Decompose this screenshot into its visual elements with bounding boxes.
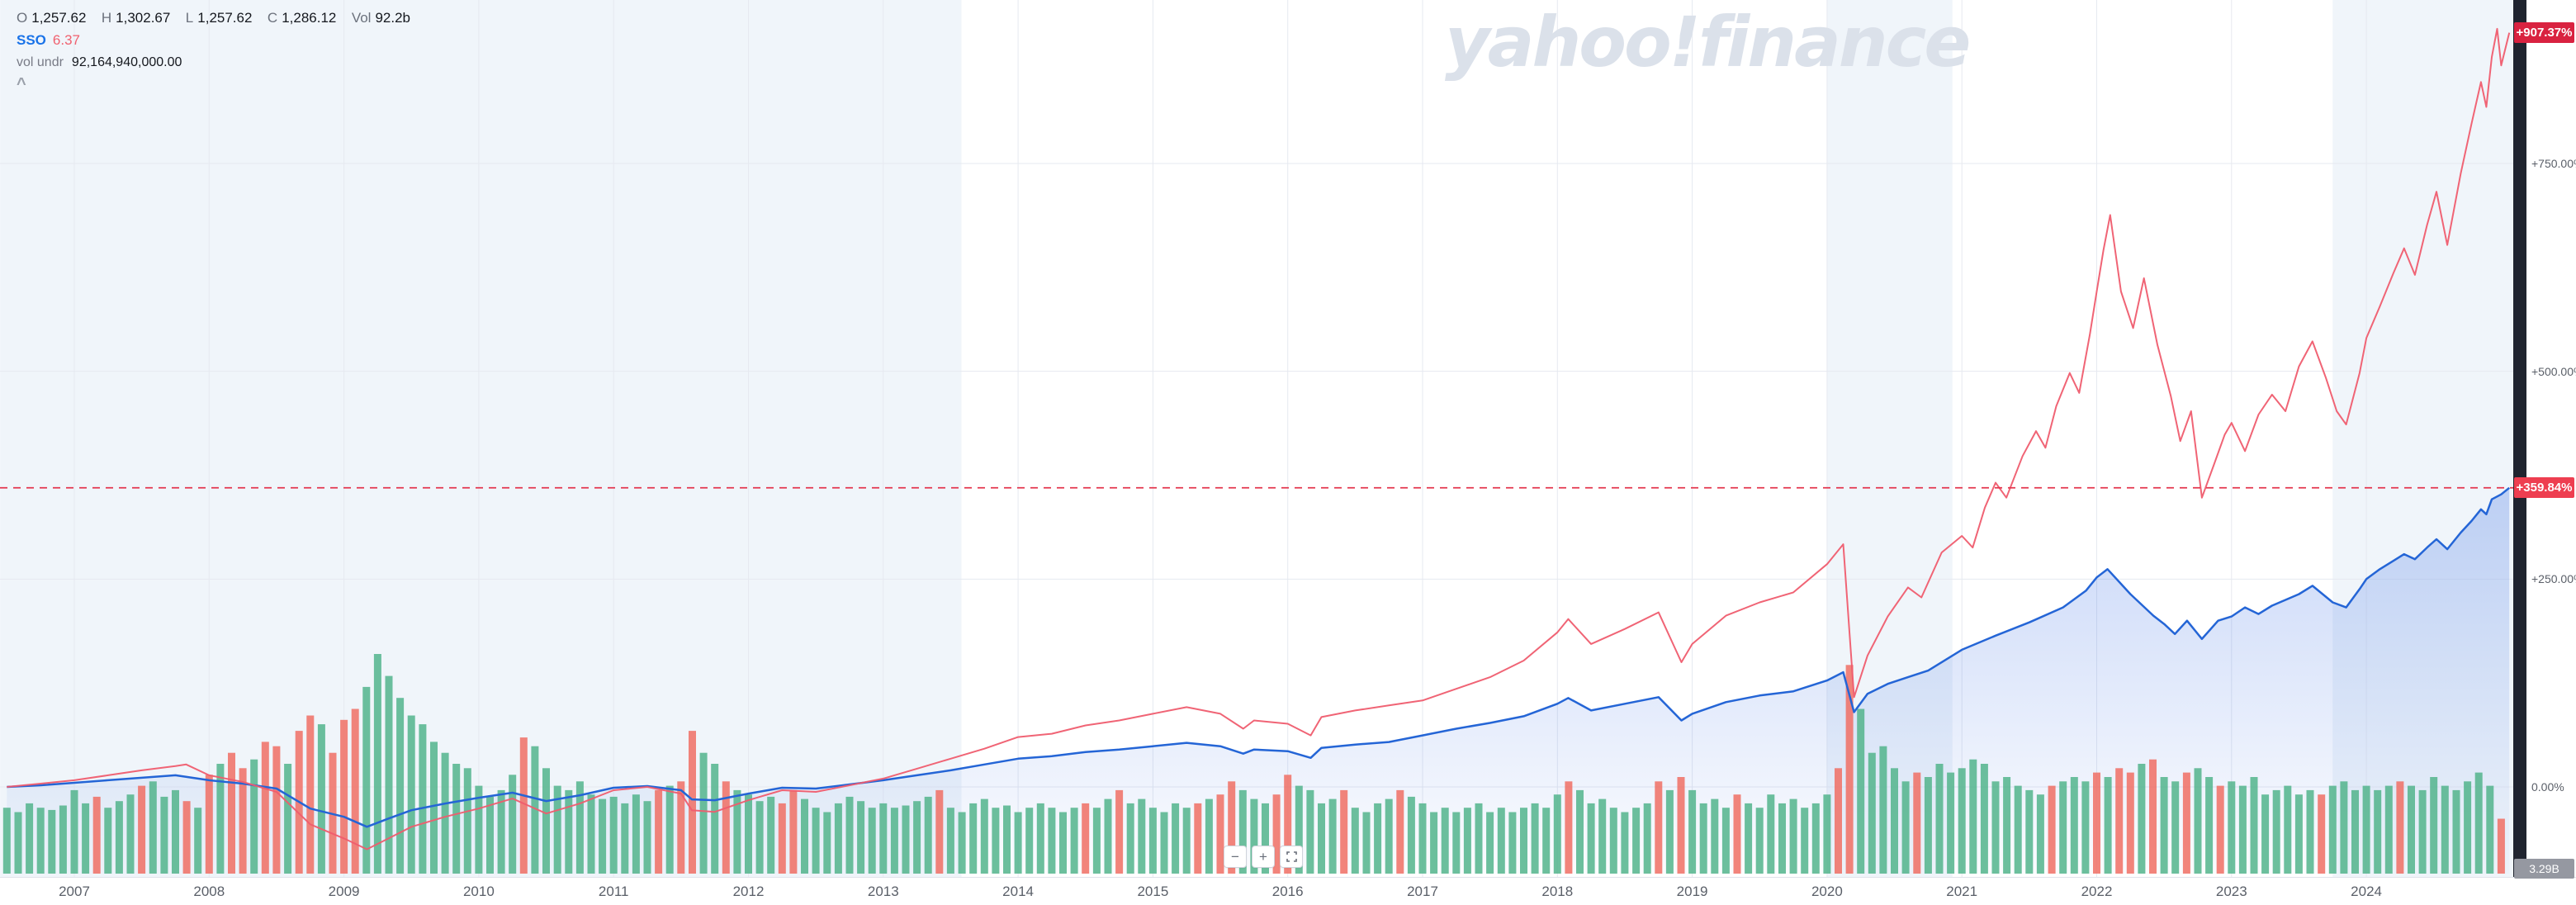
vol-under-legend-row: vol undr 92,164,940,000.00 [17,51,422,73]
low-label: L [185,10,194,26]
minus-icon: − [1231,849,1239,865]
comparison-legend-row: SSO 6.37 [17,29,422,51]
time-axis-year-label: 2017 [1407,884,1438,899]
high-value: 1,302.67 [116,10,171,26]
close-label: C [267,10,278,26]
fullscreen-icon [1286,851,1297,862]
volume-label: Vol [351,10,372,26]
zoom-out-button[interactable]: − [1224,846,1247,868]
time-axis-year-label: 2022 [2081,884,2113,899]
time-axis-year-label: 2008 [193,884,225,899]
time-axis-year-label: 2010 [462,884,495,899]
ohlc-legend-row: O 1,257.62 H 1,302.67 L 1,257.62 C 1,286.12 … [17,7,422,29]
high-label: H [101,10,112,26]
time-axis-year-label: 2016 [1271,884,1304,899]
main-last-value-badge: +359.84% [2514,476,2574,498]
price-axis-tick-label: +500.00% [2531,364,2576,378]
zoom-in-button[interactable]: + [1252,846,1275,868]
time-axis-year-label: 2023 [2215,884,2247,899]
legend-collapse-caret-icon[interactable]: ^ [17,75,26,93]
time-axis-year-label: 2013 [867,884,899,899]
volume-value: 92.2b [375,10,411,26]
sso-last-value-badge: +907.37% [2514,21,2574,43]
yahoo-finance-watermark: yahoo!finance [1445,2,1971,83]
time-axis-year-label: 2012 [732,884,765,899]
zoom-toolbar: − + [1224,846,1303,868]
time-axis-year-label: 2018 [1541,884,1574,899]
time-axis-year-label: 2024 [2351,884,2382,899]
volume-last-value-badge: 3.29B [2514,859,2574,879]
price-axis-tick-label: +750.00% [2531,156,2576,170]
time-axis-year-label: 2020 [1811,884,1843,899]
time-axis-year-label: 2009 [328,884,360,899]
time-axis-year-label: 2014 [1002,884,1034,899]
time-axis-year-label: 2019 [1676,884,1708,899]
comparison-value: 6.37 [52,32,80,48]
open-label: O [17,10,28,26]
vol-under-label: vol undr [17,55,64,69]
price-axis[interactable]: +750.00% +500.00% +250.00% 0.00% [2526,0,2576,877]
time-axis-year-label: 2021 [1946,884,1978,899]
vol-under-value: 92,164,940,000.00 [71,55,182,69]
time-axis-year-label: 2011 [598,884,629,899]
low-value: 1,257.62 [197,10,253,26]
chart-legend: O 1,257.62 H 1,302.67 L 1,257.62 C 1,286.12 … [17,7,422,96]
time-axis[interactable]: 2007 2008 2009 2010 2011 2012 2013 2014 2015 2016… [0,877,2576,905]
time-axis-year-label: 2015 [1137,884,1169,899]
fullscreen-button[interactable] [1280,846,1303,868]
price-chart-canvas[interactable] [0,0,2515,877]
plus-icon: + [1259,849,1267,865]
open-value: 1,257.62 [31,10,87,26]
scale-scrollbar-strip[interactable] [2513,0,2526,877]
close-value: 1,286.12 [282,10,337,26]
time-axis-year-label: 2007 [59,884,90,899]
price-axis-tick-label: +250.00% [2531,572,2576,586]
price-axis-tick-label: 0.00% [2531,780,2564,794]
comparison-symbol[interactable]: SSO [17,32,46,48]
